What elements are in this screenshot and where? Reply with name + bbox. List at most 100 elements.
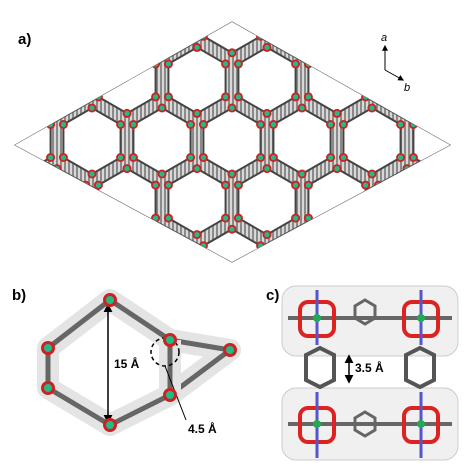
- metal-node-shell: [52, 108, 62, 118]
- pore-width-label: 15 Å: [114, 356, 140, 371]
- metal-node: [89, 171, 95, 177]
- metal-node-shell: [17, 103, 27, 113]
- channel: [447, 46, 450, 115]
- metal-node: [13, 304, 18, 309]
- metal-node: [375, 182, 382, 188]
- metal-node: [47, 243, 54, 249]
- metal-node-shell: [15, 213, 21, 223]
- metal-node-shell: [186, 274, 195, 283]
- metal-node-shell: [186, 31, 196, 41]
- metal-node: [369, 105, 375, 111]
- metal-node-shell: [437, 169, 447, 179]
- metal-node: [270, 121, 277, 128]
- metal-node: [257, 154, 264, 161]
- metal-node: [54, 110, 60, 116]
- metal-node-shell: [24, 335, 33, 344]
- channel: [15, 106, 52, 176]
- metal-node: [130, 33, 137, 39]
- metal-node: [410, 154, 417, 161]
- metal-node: [82, 61, 89, 67]
- metal-node: [432, 182, 439, 188]
- panel-label: a): [18, 31, 31, 48]
- metal-node-shell: [116, 31, 126, 41]
- metal-node: [166, 391, 174, 399]
- metal-node: [404, 44, 410, 51]
- channel: [15, 46, 17, 115]
- metal-node: [95, 182, 102, 188]
- metal-node-shell: [373, 59, 383, 69]
- metal-node: [159, 226, 165, 232]
- metal-node-shell: [11, 335, 20, 344]
- metal-node-shell: [367, 48, 377, 58]
- channel: [62, 228, 122, 262]
- metal-node: [257, 121, 264, 128]
- metal-node: [118, 1, 123, 6]
- metal-node: [61, 276, 66, 281]
- metal-node: [327, 154, 334, 161]
- metal-node: [83, 337, 88, 342]
- axis-b-label: b: [404, 82, 410, 94]
- metal-node: [439, 50, 445, 56]
- metal-node: [130, 243, 137, 249]
- metal-node-shell: [269, 0, 278, 8]
- metal-node: [159, 105, 165, 111]
- metal-node: [299, 226, 305, 232]
- metal-node: [362, 215, 369, 221]
- channel: [412, 22, 450, 54]
- metal-node: [124, 232, 130, 238]
- metal-node: [270, 243, 277, 249]
- metal-node: [44, 384, 52, 392]
- channel: [15, 167, 17, 236]
- metal-node: [229, 293, 234, 298]
- metal-node: [270, 33, 277, 39]
- metal-node-shell: [402, 108, 412, 118]
- metal-node: [89, 50, 95, 56]
- metal-node: [201, 1, 206, 6]
- metal-node: [305, 215, 312, 221]
- channel: [132, 228, 192, 262]
- metal-node: [165, 61, 172, 67]
- metal-node-shell: [443, 213, 450, 223]
- metal-node: [264, 353, 269, 358]
- metal-node: [165, 94, 172, 100]
- metal-node: [305, 94, 312, 100]
- metal-node: [397, 121, 404, 128]
- metal-node: [15, 215, 19, 221]
- axis-a-label: a: [381, 32, 387, 44]
- metal-node-shell: [94, 335, 103, 344]
- metal-node-shell: [81, 59, 91, 69]
- metal-node: [222, 182, 229, 188]
- metal-node: [439, 226, 445, 232]
- metal-node: [19, 50, 25, 56]
- metal-node: [153, 304, 158, 309]
- metal-node-shell: [46, 274, 55, 283]
- metal-node-shell: [23, 59, 33, 69]
- channel: [132, 22, 192, 54]
- metal-node-shell: [116, 0, 125, 8]
- metal-node: [411, 276, 416, 281]
- metal-node-shell: [268, 31, 278, 41]
- metal-node-shell: [128, 31, 138, 41]
- metal-node: [439, 171, 445, 177]
- metal-node-shell: [158, 291, 167, 300]
- metal-node-shell: [409, 0, 418, 8]
- metal-node-shell: [116, 274, 125, 283]
- metal-node: [229, 105, 235, 111]
- metal-node: [334, 110, 340, 116]
- metal-node-shell: [46, 0, 55, 8]
- metal-node: [25, 61, 32, 67]
- metal-node: [229, 50, 235, 56]
- metal-node-shell: [58, 31, 68, 41]
- metal-node-shell: [437, 103, 447, 113]
- metal-node: [124, 166, 130, 172]
- metal-node: [327, 121, 334, 128]
- metal-node: [159, 171, 165, 177]
- metal-node: [411, 1, 416, 6]
- metal-node: [194, 110, 200, 116]
- metal-node: [439, 105, 445, 111]
- metal-node-shell: [15, 180, 21, 190]
- metal-node-shell: [221, 302, 230, 311]
- channel: [62, 22, 122, 54]
- metal-node: [130, 154, 137, 161]
- metal-node-shell: [431, 213, 441, 223]
